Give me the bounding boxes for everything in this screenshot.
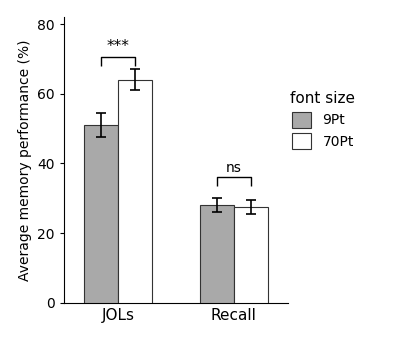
Bar [234,207,268,303]
Legend: 9Pt, 70Pt: 9Pt, 70Pt [286,87,360,153]
Bar [84,125,118,303]
Text: ***: *** [107,40,130,54]
Bar [118,80,152,303]
Bar [200,205,234,303]
Y-axis label: Average memory performance (%): Average memory performance (%) [18,39,32,281]
Text: ns: ns [226,161,242,175]
